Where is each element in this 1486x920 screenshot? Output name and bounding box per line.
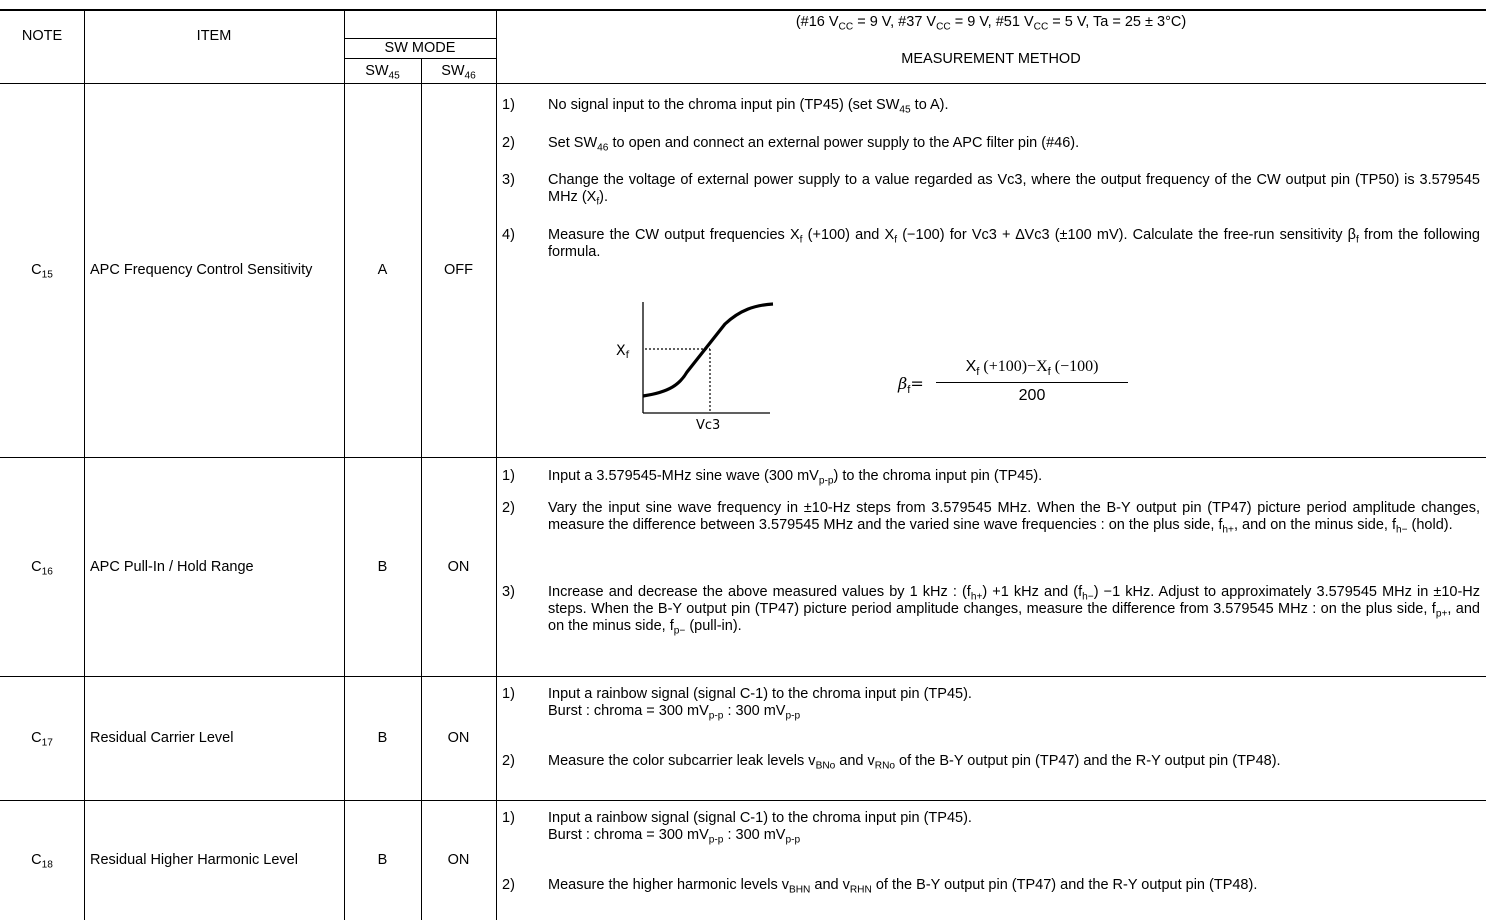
row-divider-c15 xyxy=(0,457,1486,458)
graph-y-label: Xf xyxy=(616,343,630,361)
col-divider-item xyxy=(344,9,345,920)
item-c15: APC Frequency Control Sensitivity xyxy=(90,262,313,278)
header-measurement-method: MEASUREMENT METHOD xyxy=(901,50,1081,67)
item-c17: Residual Carrier Level xyxy=(90,730,234,746)
formula-fraction-bar xyxy=(936,382,1128,383)
note-c18: C18 xyxy=(31,852,53,871)
item-c16: APC Pull-In / Hold Range xyxy=(90,558,254,575)
col-divider-sw xyxy=(421,58,422,920)
sw45-c16: B xyxy=(377,558,388,575)
header-item: ITEM xyxy=(196,28,232,44)
formula-denominator: 200 xyxy=(1018,387,1046,404)
sw-sub-divider xyxy=(344,58,496,59)
sw45-c17: B xyxy=(377,730,388,746)
note-c17: C17 xyxy=(31,730,53,749)
sw-mode-divider xyxy=(344,38,496,39)
sw45-c15: A xyxy=(377,262,388,278)
note-c16: C16 xyxy=(31,558,53,578)
sw46-c18: ON xyxy=(447,852,470,868)
header-sw46: SW46 xyxy=(441,62,476,82)
graph-curve xyxy=(642,302,774,398)
col-divider-method xyxy=(496,9,497,920)
formula-numerator: Xf (+100)−Xf (−100) xyxy=(965,358,1099,378)
row-divider-c16 xyxy=(0,676,1486,677)
formula-lhs: βf= xyxy=(898,374,924,396)
beta-formula: βf= Xf (+100)−Xf (−100) 200 xyxy=(898,356,1138,416)
conditions-line: (#16 VCC = 9 V, #37 VCC = 9 V, #51 VCC =… xyxy=(795,13,1187,33)
header-note: NOTE xyxy=(21,28,63,44)
row-divider-c17 xyxy=(0,800,1486,801)
sw45-c18: B xyxy=(377,852,388,868)
apc-characteristic-graph: Xf Vc3 xyxy=(616,302,774,433)
header-bottom-border xyxy=(0,83,1486,84)
item-c18: Residual Higher Harmonic Level xyxy=(90,852,298,868)
graph-x-label: Vc3 xyxy=(696,418,720,433)
header-sw-mode: SW MODE xyxy=(384,39,456,56)
sw46-c17: ON xyxy=(447,730,470,746)
sw46-c15: OFF xyxy=(444,262,473,278)
header-sw45: SW45 xyxy=(365,62,400,82)
col-divider-note xyxy=(84,9,85,920)
sw46-c16: ON xyxy=(447,558,470,575)
note-c15: C15 xyxy=(31,262,53,281)
table-top-border xyxy=(0,9,1486,11)
